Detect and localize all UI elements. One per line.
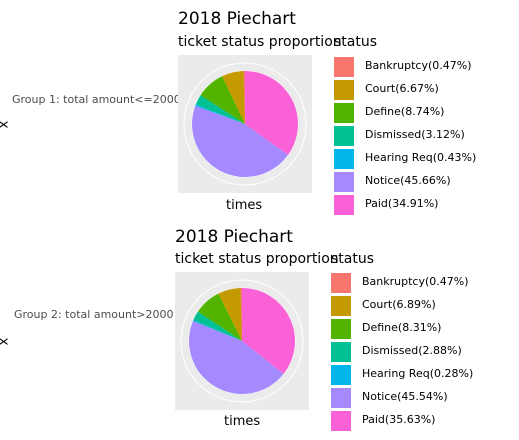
pie-slice-court: [222, 71, 245, 124]
legend-swatch: [331, 273, 351, 293]
legend-label: Hearing Req(0.28%): [362, 367, 474, 380]
pie-slice-dismissed: [193, 311, 242, 341]
legend-swatch: [334, 80, 354, 100]
polar-grid-circle: [183, 62, 307, 186]
legend-swatch: [331, 319, 351, 339]
legend-swatch: [331, 296, 351, 316]
legend-label: Dismissed(2.88%): [362, 344, 462, 357]
chart-subtitle: ticket status proportion: [175, 251, 339, 267]
legend-swatch: [331, 365, 351, 385]
legend-item: Define(8.74%): [334, 102, 514, 125]
plot-area: [178, 55, 312, 193]
plot-area: [175, 272, 309, 410]
pie-slice-dismissed: [195, 95, 245, 124]
pie-svg: [180, 279, 304, 403]
legend-item: Bankruptcy(0.47%): [334, 56, 514, 79]
legend-item: Bankruptcy(0.47%): [331, 272, 511, 295]
legend-swatch: [334, 195, 354, 215]
y-axis-title: x: [0, 121, 11, 129]
legend-item: Dismissed(2.88%): [331, 341, 511, 364]
pie-slice-notice: [192, 105, 289, 177]
legend-label: Define(8.31%): [362, 321, 442, 334]
legend-item: Hearing Req(0.43%): [334, 148, 514, 171]
legend-label: Bankruptcy(0.47%): [362, 275, 469, 288]
legend-label: Bankruptcy(0.47%): [365, 59, 472, 72]
chart-title: 2018 Piechart: [175, 227, 293, 247]
legend-label: Define(8.74%): [365, 105, 445, 118]
legend-title: status: [331, 251, 375, 267]
legend-item: Hearing Req(0.28%): [331, 364, 511, 387]
legend-swatch: [334, 57, 354, 77]
legend-swatch: [334, 126, 354, 146]
legend-label: Notice(45.54%): [362, 390, 448, 403]
legend-title: status: [334, 34, 378, 50]
legend-label: Court(6.67%): [365, 82, 439, 95]
pie-slice-paid: [245, 71, 298, 155]
legend-label: Dismissed(3.12%): [365, 128, 465, 141]
legend-swatch: [334, 172, 354, 192]
pie-slice-bankruptcy: [243, 71, 245, 124]
x-axis-title: times: [226, 198, 263, 213]
legend-item: Notice(45.66%): [334, 171, 514, 194]
polar-grid-circle: [180, 279, 304, 403]
pie-slice-define: [197, 293, 242, 341]
x-axis-title: times: [224, 414, 261, 429]
pie-slice-bankruptcy: [240, 288, 242, 341]
legend-swatch: [331, 388, 351, 408]
legend-item: Court(6.67%): [334, 79, 514, 102]
pie-slice-hearing-req: [195, 104, 245, 124]
pie-slice-define: [200, 76, 245, 124]
legend-label: Paid(35.63%): [362, 413, 436, 426]
chart-title: 2018 Piechart: [178, 9, 296, 29]
group-label: Group 1: total amount<=2000: [12, 93, 181, 106]
y-axis-title: x: [0, 338, 11, 346]
chart-subtitle: ticket status proportion: [178, 34, 342, 50]
legend-item: Notice(45.54%): [331, 387, 511, 410]
pie-slice-hearing-req: [192, 320, 242, 341]
legend-item: Define(8.31%): [331, 318, 511, 341]
pie-slice-notice: [189, 320, 284, 394]
legend-label: Paid(34.91%): [365, 197, 439, 210]
pie-svg: [183, 62, 307, 186]
chart-panel-1: 2018 Piechart ticket status proportion s…: [0, 9, 514, 217]
chart-panel-2: 2018 Piechart ticket status proportion s…: [0, 222, 519, 440]
pie-slice-paid: [242, 288, 295, 374]
legend-swatch: [334, 149, 354, 169]
legend-label: Notice(45.66%): [365, 174, 451, 187]
legend-label: Court(6.89%): [362, 298, 436, 311]
legend-item: Court(6.89%): [331, 295, 511, 318]
legend-label: Hearing Req(0.43%): [365, 151, 477, 164]
legend-swatch: [331, 411, 351, 431]
pie-slice-court: [218, 288, 242, 341]
legend-item: Paid(35.63%): [331, 410, 511, 433]
legend-item: Paid(34.91%): [334, 194, 514, 217]
legend-swatch: [334, 103, 354, 123]
legend-swatch: [331, 342, 351, 362]
group-label: Group 2: total amount>2000: [14, 308, 174, 321]
legend-item: Dismissed(3.12%): [334, 125, 514, 148]
